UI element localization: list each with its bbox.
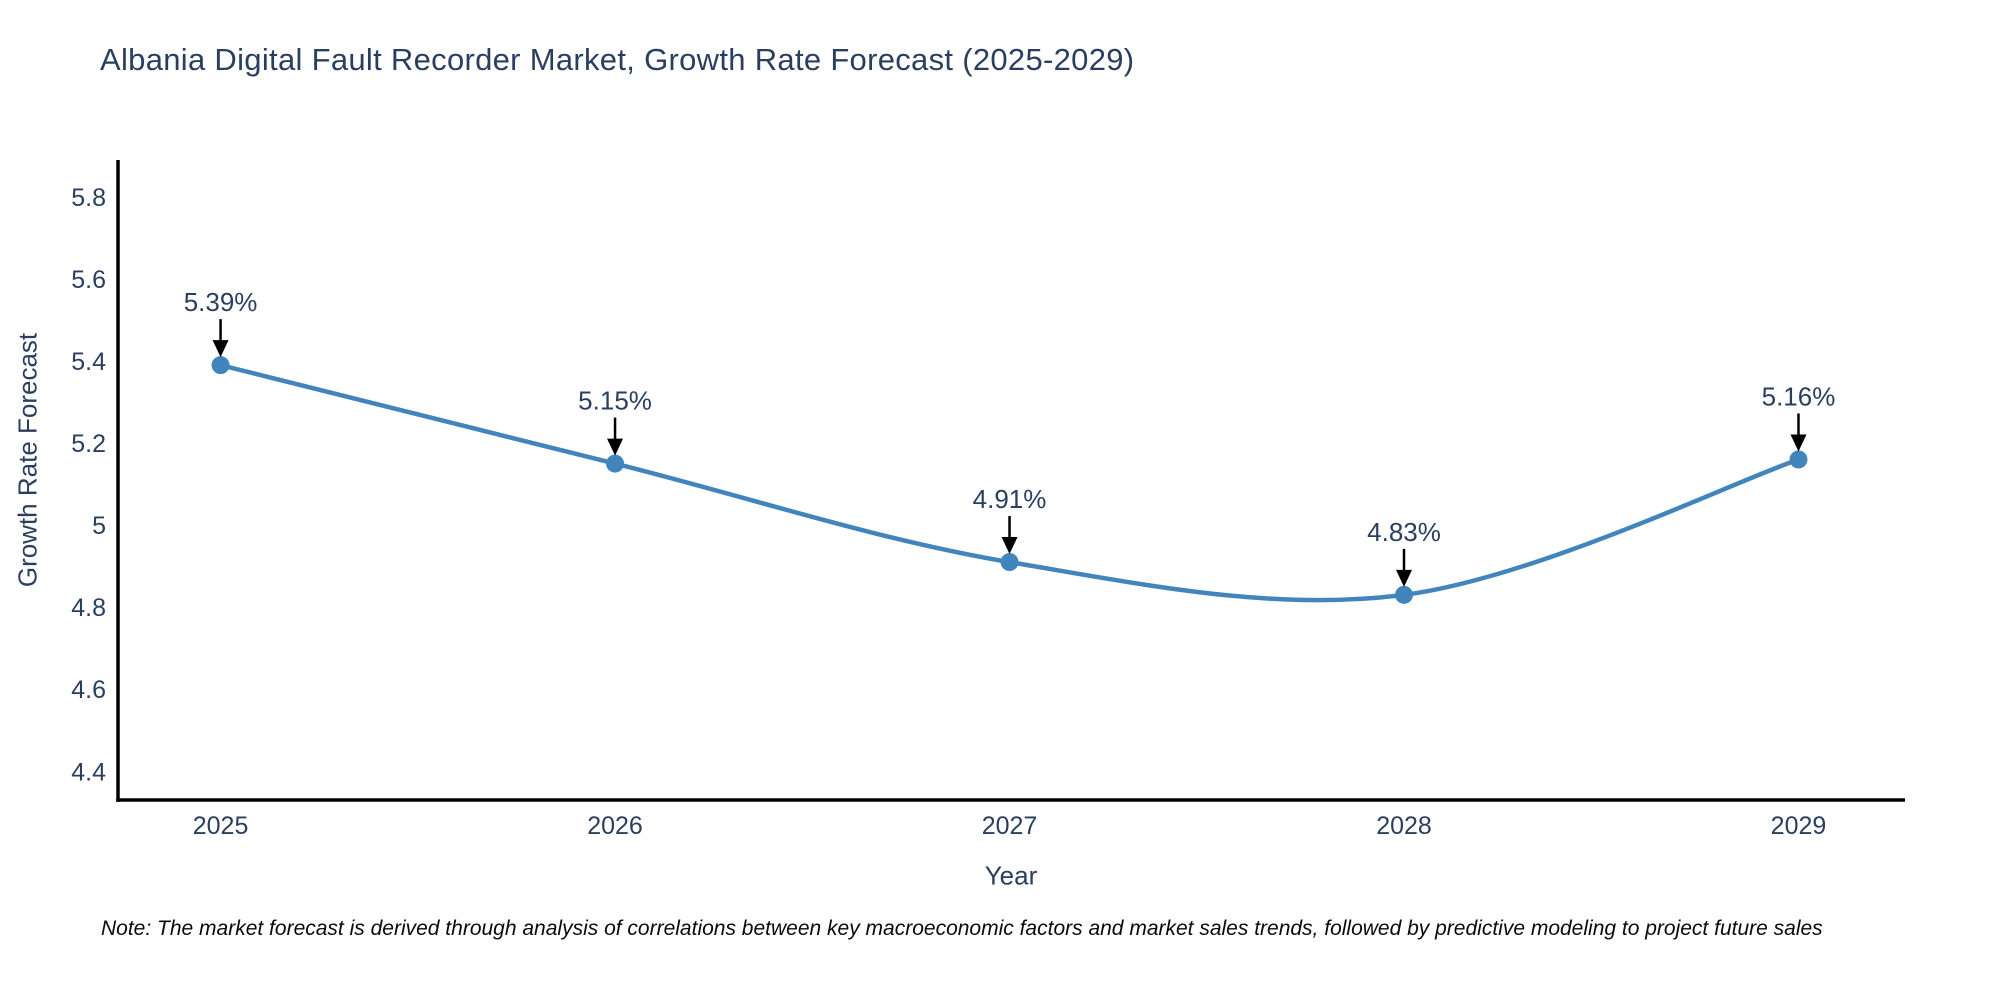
data-point-marker[interactable] xyxy=(1000,553,1019,572)
x-axis-title: Year xyxy=(984,860,1038,891)
y-axis-title: Growth Rate Forecast xyxy=(12,332,43,588)
chart-title: Albania Digital Fault Recorder Market, G… xyxy=(100,42,1135,77)
point-annotation-label: 5.15% xyxy=(578,386,652,416)
x-tick-label: 2029 xyxy=(1771,812,1827,840)
annotation-arrowhead-icon xyxy=(1396,569,1413,587)
data-point-marker[interactable] xyxy=(1395,585,1414,604)
x-tick-label: 2026 xyxy=(587,812,643,840)
annotation-arrowhead-icon xyxy=(212,340,229,358)
point-annotation-label: 4.83% xyxy=(1367,517,1441,547)
point-annotation-label: 4.91% xyxy=(973,484,1047,514)
y-tick-label: 5.8 xyxy=(71,184,106,212)
data-point-marker[interactable] xyxy=(211,356,230,375)
annotation-arrowhead-icon xyxy=(1001,537,1018,555)
footnote-text: Note: The market forecast is derived thr… xyxy=(101,917,1823,940)
y-tick-label: 5.6 xyxy=(71,266,106,294)
data-point-marker[interactable] xyxy=(606,454,625,473)
y-tick-label: 5.2 xyxy=(71,430,106,458)
y-tick-label: 4.8 xyxy=(71,594,106,622)
y-tick-label: 4.4 xyxy=(71,758,106,786)
y-tick-label: 5 xyxy=(92,512,106,540)
point-annotation-label: 5.39% xyxy=(184,287,258,317)
x-tick-label: 2027 xyxy=(982,812,1038,840)
y-tick-label: 5.4 xyxy=(71,348,106,376)
x-tick-label: 2028 xyxy=(1376,812,1432,840)
annotation-arrowhead-icon xyxy=(607,438,624,456)
x-tick-label: 2025 xyxy=(193,812,249,840)
point-annotation-label: 5.16% xyxy=(1762,381,1836,411)
y-tick-label: 4.6 xyxy=(71,676,106,704)
data-point-marker[interactable] xyxy=(1789,450,1808,469)
annotation-arrowhead-icon xyxy=(1790,434,1807,452)
